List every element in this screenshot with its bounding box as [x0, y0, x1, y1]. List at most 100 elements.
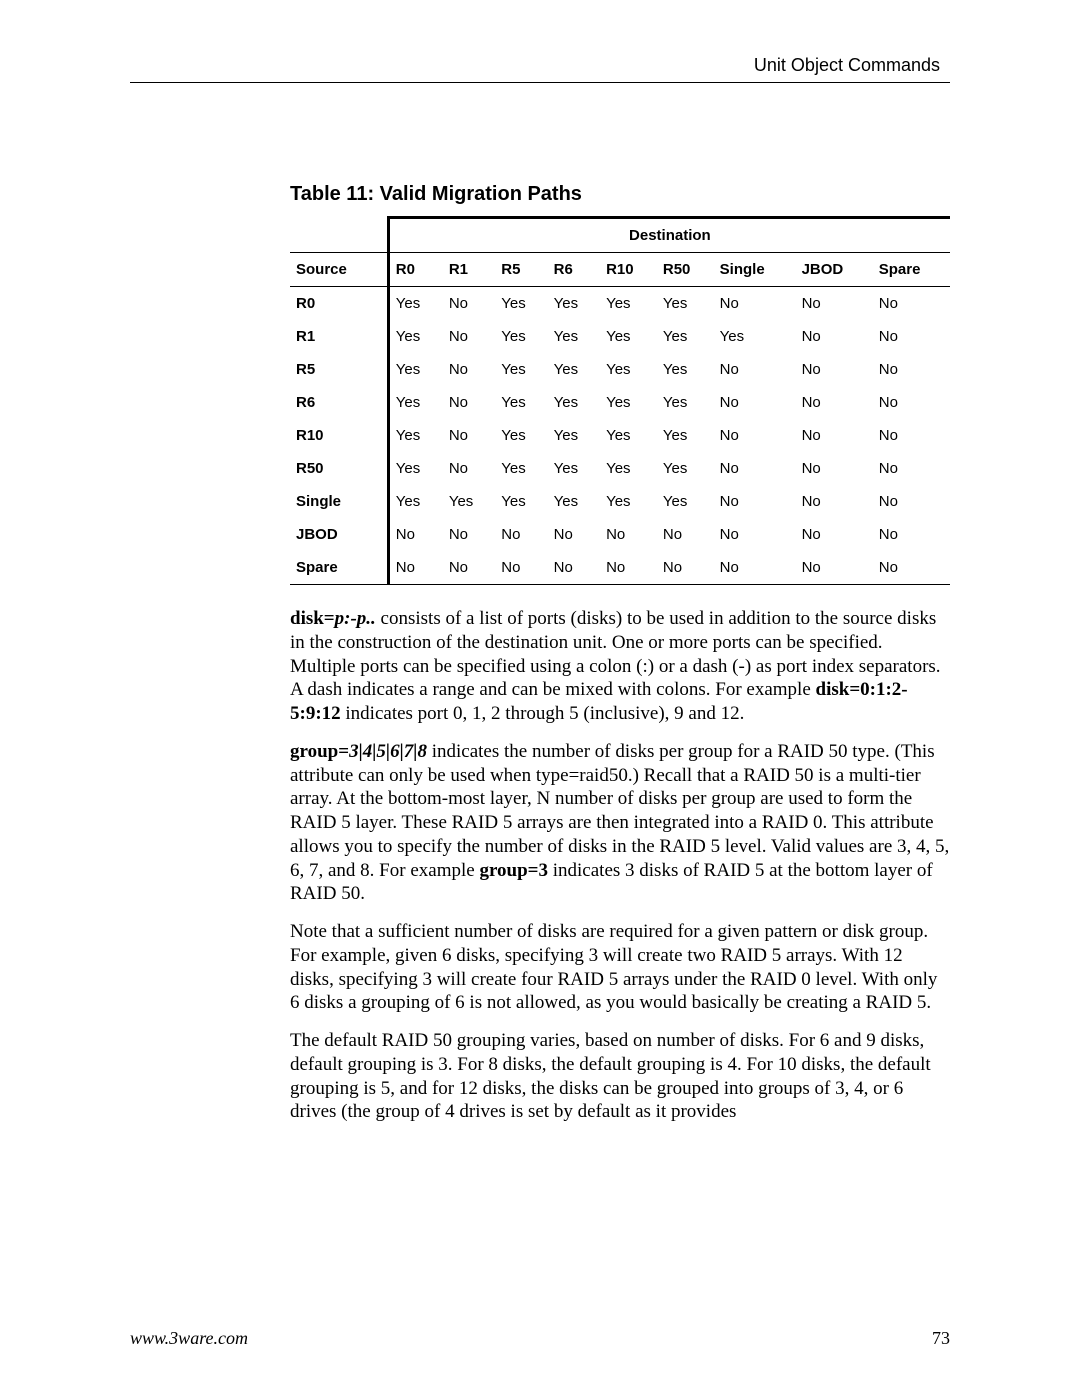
footer-page: 73: [932, 1328, 950, 1349]
col-R5: R5: [495, 253, 547, 287]
row-head-R6: R6: [290, 386, 388, 419]
cell: No: [600, 551, 657, 585]
cell: No: [714, 419, 796, 452]
cell: No: [443, 320, 495, 353]
body-text: disk=p:-p.. consists of a list of ports …: [290, 607, 950, 1124]
cell: Yes: [388, 386, 443, 419]
cell: No: [873, 518, 950, 551]
cell: Yes: [388, 287, 443, 321]
cell: No: [548, 551, 600, 585]
cell: No: [873, 551, 950, 585]
col-R0: R0: [388, 253, 443, 287]
cell: No: [796, 452, 873, 485]
cell: Yes: [548, 287, 600, 321]
group-italic: 3|4|5|6|7|8: [349, 741, 427, 762]
cell: No: [443, 419, 495, 452]
cell: No: [388, 551, 443, 585]
disk-bold: disk=: [290, 608, 335, 629]
cell: No: [495, 551, 547, 585]
cell: Yes: [443, 485, 495, 518]
cell: No: [796, 485, 873, 518]
cell: Yes: [600, 353, 657, 386]
col-Spare: Spare: [873, 253, 950, 287]
source-header: Source: [290, 253, 388, 287]
row-head-JBOD: JBOD: [290, 518, 388, 551]
cell: No: [714, 287, 796, 321]
cell: Yes: [657, 386, 714, 419]
cell: No: [443, 287, 495, 321]
col-Single: Single: [714, 253, 796, 287]
cell: Yes: [388, 485, 443, 518]
header-section-title: Unit Object Commands: [130, 55, 950, 76]
col-R6: R6: [548, 253, 600, 287]
row-head-Single: Single: [290, 485, 388, 518]
cell: Yes: [657, 320, 714, 353]
cell: No: [443, 518, 495, 551]
cell: Yes: [495, 485, 547, 518]
paragraph-note: Note that a sufficient number of disks a…: [290, 920, 950, 1015]
cell: No: [873, 320, 950, 353]
cell: No: [796, 353, 873, 386]
disk-italic: p:-p..: [335, 608, 376, 629]
cell: No: [714, 518, 796, 551]
row-head-R10: R10: [290, 419, 388, 452]
cell: No: [548, 518, 600, 551]
cell: No: [796, 386, 873, 419]
row-head-Spare: Spare: [290, 551, 388, 585]
header-rule: [130, 82, 950, 83]
cell: No: [873, 386, 950, 419]
cell: No: [600, 518, 657, 551]
cell: Yes: [548, 452, 600, 485]
cell: No: [714, 551, 796, 585]
cell: Yes: [600, 452, 657, 485]
cell: Yes: [495, 452, 547, 485]
cell: No: [796, 287, 873, 321]
cell: Yes: [388, 353, 443, 386]
cell: No: [388, 518, 443, 551]
cell: No: [443, 551, 495, 585]
cell: No: [657, 518, 714, 551]
cell: Yes: [495, 353, 547, 386]
col-R50: R50: [657, 253, 714, 287]
cell: No: [873, 419, 950, 452]
destination-header: Destination: [388, 218, 950, 253]
cell: Yes: [600, 485, 657, 518]
cell: No: [714, 452, 796, 485]
footer: www.3ware.com 73: [130, 1328, 950, 1349]
cell: No: [443, 452, 495, 485]
cell: Yes: [548, 320, 600, 353]
col-R1: R1: [443, 253, 495, 287]
cell: Yes: [600, 386, 657, 419]
row-head-R50: R50: [290, 452, 388, 485]
cell: No: [443, 386, 495, 419]
col-R10: R10: [600, 253, 657, 287]
col-JBOD: JBOD: [796, 253, 873, 287]
paragraph-disk: disk=p:-p.. consists of a list of ports …: [290, 607, 950, 726]
group-bold: group=: [290, 741, 349, 762]
cell: Yes: [495, 320, 547, 353]
cell: Yes: [495, 287, 547, 321]
cell: No: [443, 353, 495, 386]
row-head-R0: R0: [290, 287, 388, 321]
cell: No: [796, 518, 873, 551]
paragraph-group: group=3|4|5|6|7|8 indicates the number o…: [290, 740, 950, 906]
cell: No: [714, 353, 796, 386]
cell: No: [873, 485, 950, 518]
cell: Yes: [600, 320, 657, 353]
cell: Yes: [657, 485, 714, 518]
cell: Yes: [657, 452, 714, 485]
cell: No: [796, 320, 873, 353]
row-head-R5: R5: [290, 353, 388, 386]
cell: Yes: [548, 485, 600, 518]
footer-url: www.3ware.com: [130, 1328, 248, 1349]
migration-table: Destination Source R0 R1 R5 R6 R10 R50 S…: [290, 216, 950, 585]
cell: Yes: [600, 419, 657, 452]
row-head-R1: R1: [290, 320, 388, 353]
cell: No: [873, 353, 950, 386]
cell: Yes: [657, 287, 714, 321]
cell: Yes: [600, 287, 657, 321]
cell: Yes: [657, 353, 714, 386]
cell: No: [796, 419, 873, 452]
cell: Yes: [388, 452, 443, 485]
cell: No: [873, 287, 950, 321]
